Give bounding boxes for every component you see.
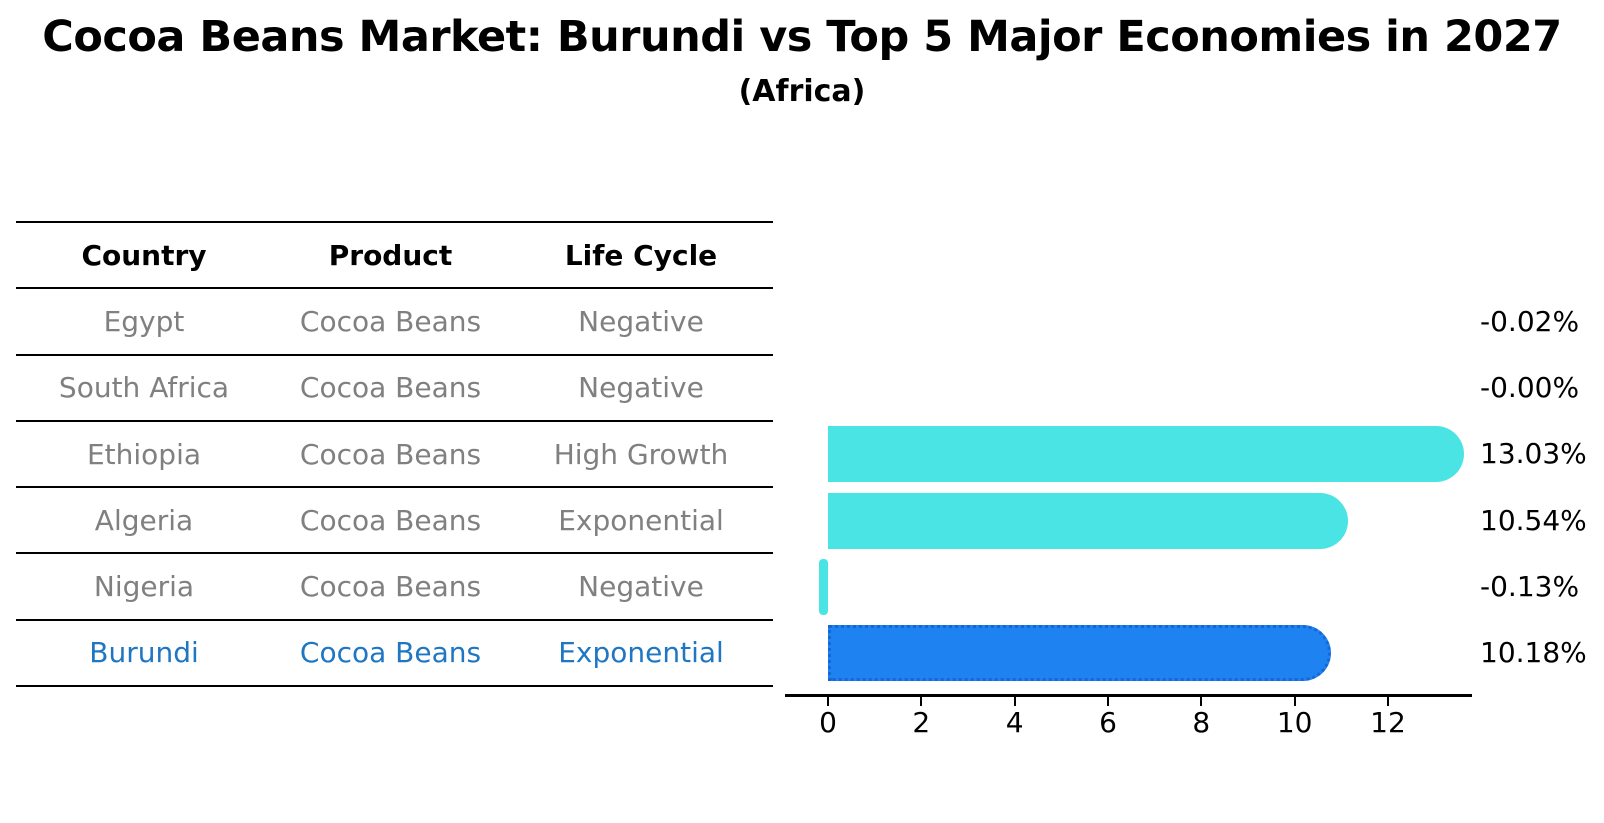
table-cell-product: Cocoa Beans [299, 570, 482, 604]
comparison-table: Country Product Life Cycle Egypt Cocoa Beans… [16, 221, 773, 688]
table-cell-life-cycle: Exponential [558, 636, 724, 670]
table-row: Ethiopia Cocoa Beans High Growth [16, 422, 773, 489]
table-row: Burundi Cocoa Beans Exponential [16, 621, 773, 688]
x-axis-tick-label: 2 [912, 706, 931, 739]
table-cell-product: Cocoa Beans [299, 304, 482, 338]
bar-value-label: 13.03% [1480, 437, 1587, 471]
table-header-country: Country [81, 238, 207, 272]
x-axis-tick [827, 697, 829, 706]
chart-subtitle: (Africa) [738, 74, 866, 109]
table-cell-product: Cocoa Beans [299, 371, 482, 405]
table-cell-life-cycle: Negative [578, 570, 704, 604]
x-axis-tick [920, 697, 923, 706]
table-cell-life-cycle: High Growth [553, 437, 729, 471]
bar-value-label: -0.00% [1480, 371, 1580, 405]
x-axis-tick-label: 4 [1005, 706, 1024, 739]
table-cell-country: Egypt [103, 304, 185, 338]
table-cell-product: Cocoa Beans [299, 636, 482, 670]
table-cell-life-cycle: Exponential [558, 503, 724, 537]
bar-value-label: 10.54% [1480, 503, 1587, 537]
table-cell-country: Nigeria [93, 570, 195, 604]
x-axis-tick-label: 10 [1276, 706, 1313, 739]
table-cell-life-cycle: Negative [578, 371, 704, 405]
bar-algeria [828, 492, 1348, 549]
table-cell-country: South Africa [58, 371, 230, 405]
table-cell-product: Cocoa Beans [299, 503, 482, 537]
table-cell-country: Algeria [94, 503, 194, 537]
bar-value-label: 10.18% [1480, 636, 1587, 669]
x-axis-tick [1106, 697, 1109, 706]
table-row: Algeria Cocoa Beans Exponential [16, 488, 773, 555]
x-axis-tick [1293, 697, 1296, 706]
x-axis-tick-label: 6 [1099, 706, 1117, 739]
table-cell-product: Cocoa Beans [299, 437, 482, 471]
x-axis-tick [1386, 697, 1389, 706]
bar-value-label: -0.13% [1480, 569, 1580, 603]
x-axis [785, 694, 1472, 697]
table-header-life-cycle: Life Cycle [564, 238, 718, 272]
x-axis-tick-label: 0 [819, 706, 837, 739]
bar-highlight-burundi [828, 625, 1332, 681]
table-row: Nigeria Cocoa Beans Negative [16, 554, 773, 621]
table-cell-country: Burundi [89, 636, 199, 670]
x-axis-tick-label: 8 [1192, 706, 1211, 739]
table-cell-country: Ethiopia [86, 437, 202, 471]
table-row: South Africa Cocoa Beans Negative [16, 356, 773, 422]
x-axis-tick-label: 12 [1370, 706, 1406, 739]
chart-title: Cocoa Beans Market: Burundi vs Top 5 Maj… [42, 12, 1562, 62]
x-axis-tick [1200, 697, 1203, 706]
bar-ethiopia [828, 426, 1465, 483]
table-cell-life-cycle: Negative [578, 304, 704, 338]
table-header-row: Country Product Life Cycle [16, 223, 773, 290]
bar-value-label: -0.02% [1480, 305, 1580, 338]
table-header-product: Product [328, 238, 453, 272]
x-axis-tick [1013, 697, 1016, 706]
table-row: Egypt Cocoa Beans Negative [16, 289, 773, 356]
bar-nigeria [818, 558, 828, 615]
